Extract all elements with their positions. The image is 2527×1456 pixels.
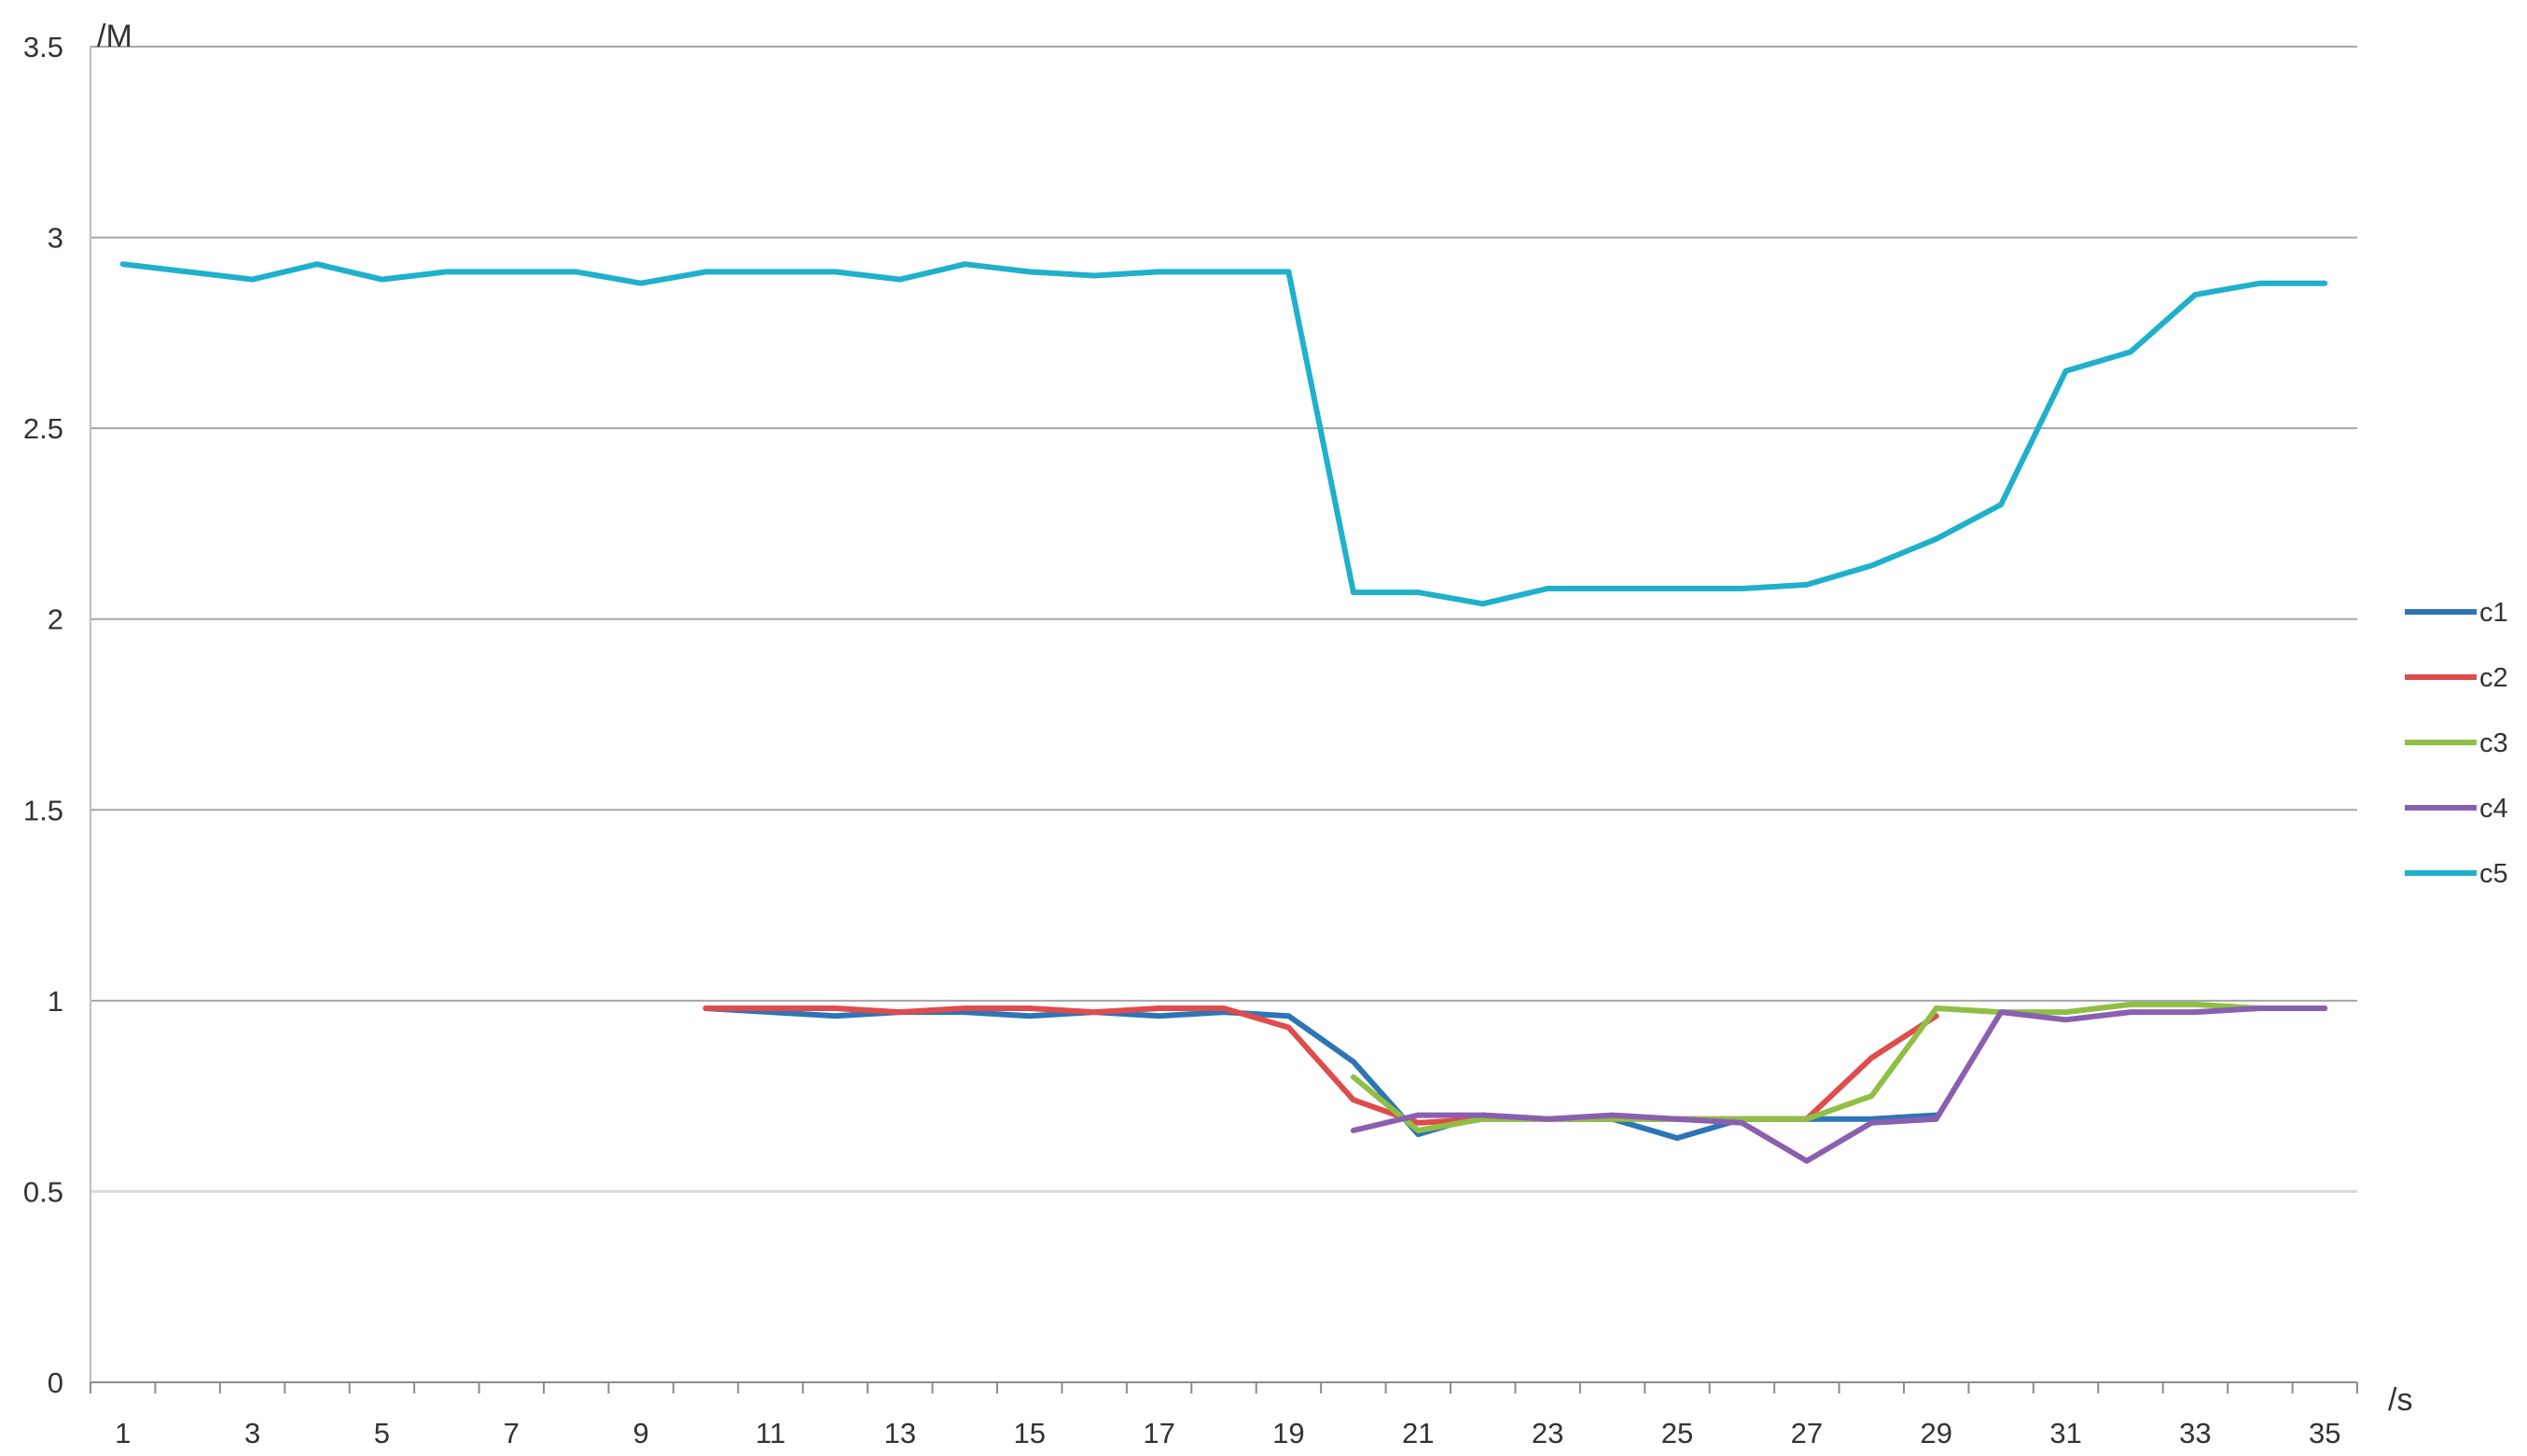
x-tick-label: 7 — [504, 1417, 520, 1449]
x-tick-label: 31 — [2049, 1417, 2081, 1449]
x-axis-label: /s — [2388, 1382, 2412, 1418]
y-tick-label: 1 — [48, 985, 63, 1018]
y-tick-label: 2 — [48, 603, 63, 636]
y-tick-label: 0.5 — [23, 1175, 63, 1208]
y-tick-label: 3 — [48, 222, 63, 255]
y-tick-label: 1.5 — [23, 794, 63, 826]
x-tick-labels: 1 3 5 7 9 11 13 15 17 19 21 23 25 27 29 31 33 35 — [115, 1417, 2340, 1449]
axes — [90, 47, 2357, 1383]
x-tick-label: 21 — [1402, 1417, 1434, 1449]
series-line-c5 — [119, 261, 2328, 607]
legend-label-c3: c3 — [2479, 728, 2508, 758]
y-axis-label: /M — [97, 19, 132, 54]
x-tick-label: 23 — [1532, 1417, 1563, 1449]
legend-label-c1: c1 — [2479, 598, 2508, 628]
x-tick-label: 13 — [884, 1417, 916, 1449]
series-line-c2 — [702, 1005, 1939, 1126]
x-tick-label: 9 — [633, 1417, 649, 1449]
y-tick-label: 2.5 — [23, 412, 63, 445]
x-tick-label: 5 — [374, 1417, 390, 1449]
legend-label-c4: c4 — [2479, 794, 2508, 824]
x-tick-label: 11 — [756, 1417, 785, 1449]
x-tick-label: 29 — [1920, 1417, 1951, 1449]
series-line-c3 — [1350, 1001, 2328, 1133]
x-tick-label: 33 — [2179, 1417, 2211, 1449]
x-ticks — [90, 1382, 2358, 1394]
legend-label-c2: c2 — [2479, 663, 2508, 693]
x-tick-label: 19 — [1272, 1417, 1304, 1449]
y-tick-label: 3.5 — [23, 31, 63, 63]
y-tick-label: 0 — [48, 1366, 63, 1399]
y-tick-labels: 0 0.5 1 1.5 2 2.5 3 3.5 — [23, 31, 63, 1399]
x-tick-label: 35 — [2309, 1417, 2340, 1449]
series-line-c4 — [1350, 1005, 2328, 1164]
grid-lines — [90, 46, 2357, 1193]
legend-label-c5: c5 — [2479, 859, 2508, 889]
x-tick-label: 27 — [1791, 1417, 1823, 1449]
legend: c1 c2 c3 c4 c5 — [2405, 598, 2508, 889]
series-lines — [119, 261, 2328, 1164]
x-tick-label: 1 — [115, 1417, 131, 1449]
x-tick-label: 25 — [1661, 1417, 1693, 1449]
x-tick-label: 17 — [1143, 1417, 1174, 1449]
x-tick-label: 3 — [244, 1417, 260, 1449]
x-tick-label: 15 — [1013, 1417, 1045, 1449]
